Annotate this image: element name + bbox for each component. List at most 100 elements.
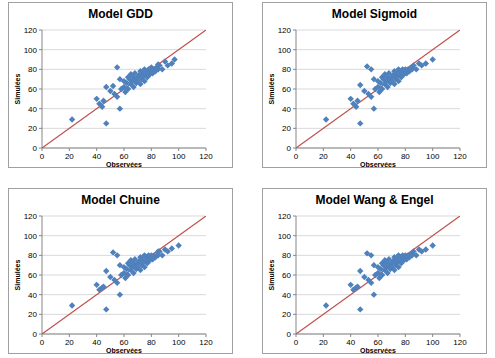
x-tick-label: 0	[40, 338, 45, 347]
grid-line	[42, 294, 206, 295]
reference-line	[296, 216, 460, 334]
x-tick-label: 100	[172, 152, 186, 161]
x-tick-label: 20	[319, 338, 328, 347]
plot-area	[42, 30, 206, 148]
x-tick-label: 60	[374, 152, 383, 161]
x-axis-label: Observées	[106, 347, 142, 354]
data-point	[175, 242, 181, 248]
y-axis	[296, 216, 297, 334]
data-point	[357, 306, 363, 312]
data-point	[110, 83, 116, 89]
y-tick-label: 120	[278, 212, 292, 221]
data-point	[103, 120, 109, 126]
data-point	[117, 291, 123, 297]
grid-line	[296, 216, 460, 217]
reference-line	[42, 30, 206, 148]
y-axis	[42, 30, 43, 148]
data-point	[429, 56, 435, 62]
panel-frame	[263, 3, 487, 168]
x-axis-label: Observées	[360, 347, 396, 354]
data-point	[114, 280, 120, 286]
panel-frame	[263, 189, 487, 354]
y-tick-label: 0	[287, 330, 292, 339]
x-tick-label: 60	[120, 152, 129, 161]
data-point	[100, 284, 106, 290]
y-tick-label: 20	[282, 310, 291, 319]
y-axis-label: Simulées	[268, 74, 275, 105]
data-point	[114, 64, 120, 70]
x-axis	[296, 148, 460, 149]
x-tick-label: 120	[199, 152, 213, 161]
y-axis-label: Simulées	[14, 74, 21, 105]
y-tick-label: 0	[33, 330, 38, 339]
y-tick-label: 0	[287, 144, 292, 153]
reference-line	[296, 30, 460, 148]
y-tick-label: 100	[278, 232, 292, 241]
data-point	[69, 302, 75, 308]
data-point	[169, 245, 175, 251]
x-tick-label: 100	[426, 152, 440, 161]
chart-panel: Model GDD020406080100120020406080100120O…	[9, 3, 233, 169]
x-tick-label: 120	[453, 338, 467, 347]
data-point	[368, 252, 374, 258]
y-axis-label: Simulées	[14, 260, 21, 291]
y-axis-label: Simulées	[268, 260, 275, 291]
x-tick-label: 120	[199, 338, 213, 347]
data-point	[99, 104, 105, 110]
x-axis	[42, 148, 206, 149]
y-tick-label: 60	[28, 85, 37, 94]
data-point	[413, 66, 419, 72]
x-axis-label: Observées	[360, 161, 396, 168]
grid-line	[296, 108, 460, 109]
x-tick-label: 120	[453, 152, 467, 161]
y-tick-label: 40	[28, 105, 37, 114]
data-point	[103, 268, 109, 274]
x-tick-label: 20	[65, 338, 74, 347]
data-point	[323, 116, 329, 122]
data-point	[357, 268, 363, 274]
plot-area	[296, 30, 460, 148]
y-tick-label: 60	[282, 85, 291, 94]
panel-frame	[9, 3, 233, 168]
data-point	[423, 246, 429, 252]
grid-line	[42, 108, 206, 109]
data-point	[103, 84, 109, 90]
x-axis-label: Observées	[106, 161, 142, 168]
data-point	[114, 94, 120, 100]
data-point	[413, 252, 419, 258]
grid-line	[296, 30, 460, 31]
x-tick-label: 40	[92, 338, 101, 347]
data-point	[357, 82, 363, 88]
grid-line	[296, 49, 460, 50]
grid-line	[42, 30, 206, 31]
data-point	[354, 98, 360, 104]
grid-line	[296, 294, 460, 295]
data-point	[354, 284, 360, 290]
y-tick-label: 20	[282, 124, 291, 133]
plot-area	[296, 216, 460, 334]
data-point	[159, 252, 165, 258]
reference-line	[42, 216, 206, 334]
chart-title: Model Sigmoid	[332, 7, 417, 21]
chart-panel: Model Sigmoid020406080100120020406080100…	[263, 3, 487, 169]
data-point	[69, 116, 75, 122]
x-tick-label: 100	[426, 338, 440, 347]
y-tick-label: 100	[24, 232, 38, 241]
x-axis	[42, 334, 206, 335]
data-point	[371, 105, 377, 111]
y-tick-label: 60	[282, 271, 291, 280]
y-tick-label: 40	[28, 291, 37, 300]
y-tick-label: 80	[28, 251, 37, 260]
data-point	[114, 252, 120, 258]
grid-line	[42, 334, 206, 335]
chart-panel: Model Chuine0204060801001200204060801001…	[9, 189, 233, 355]
figure: Model GDD020406080100120020406080100120O…	[0, 0, 495, 358]
data-point	[353, 104, 359, 110]
grid-line	[42, 314, 206, 315]
x-tick-label: 40	[346, 338, 355, 347]
data-point	[371, 291, 377, 297]
y-tick-label: 40	[282, 291, 291, 300]
x-tick-label: 80	[401, 338, 410, 347]
y-tick-label: 100	[278, 46, 292, 55]
x-tick-label: 20	[319, 152, 328, 161]
